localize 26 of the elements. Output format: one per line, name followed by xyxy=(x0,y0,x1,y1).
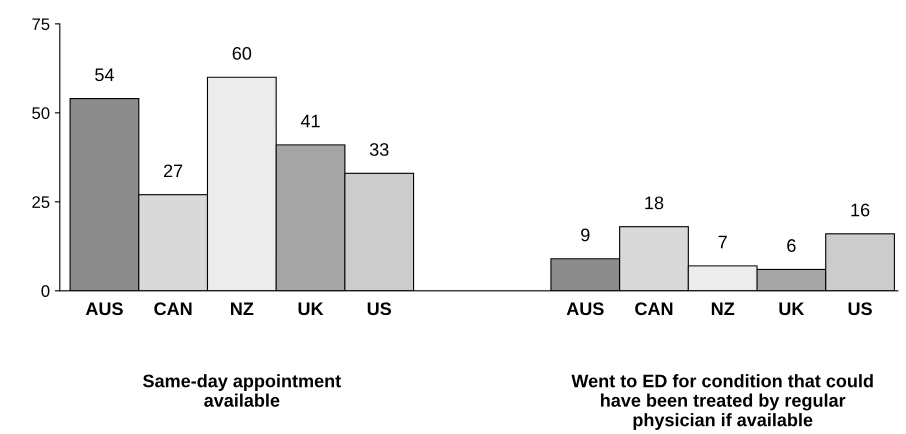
x-tick-label: CAN xyxy=(635,302,672,316)
x-tick-label: US xyxy=(848,302,872,316)
text: Went to ED for condition that could have been treated by regular physician if available xyxy=(571,374,873,430)
data-label: 27 xyxy=(164,164,182,178)
data-label: 60 xyxy=(232,47,252,60)
data-label: 6 xyxy=(787,239,796,252)
x-tick-label: NZ xyxy=(712,302,734,315)
y-tick-label: 75 xyxy=(32,18,50,30)
x-tick-label: UK xyxy=(298,302,324,316)
data-label: 9 xyxy=(581,228,590,242)
x-tick-label: AUS xyxy=(86,302,123,316)
x-tick-label: NZ xyxy=(231,302,254,315)
data-label: 16 xyxy=(851,204,870,216)
y-tick-label: 0 xyxy=(41,285,50,297)
x-tick-label: CAN xyxy=(154,302,192,316)
data-label: 33 xyxy=(370,143,388,156)
text: Same-day appointment available xyxy=(143,374,341,407)
x-tick-label: AUS xyxy=(566,302,604,316)
data-label: 18 xyxy=(645,196,664,210)
x-tick-label: US xyxy=(368,302,392,316)
y-tick-label: 25 xyxy=(32,196,50,208)
data-label: 41 xyxy=(300,114,320,128)
y-tick-label: 50 xyxy=(32,107,50,120)
x-tick-label: UK xyxy=(779,302,804,316)
data-label: 7 xyxy=(718,236,727,248)
data-label: 54 xyxy=(95,68,114,82)
